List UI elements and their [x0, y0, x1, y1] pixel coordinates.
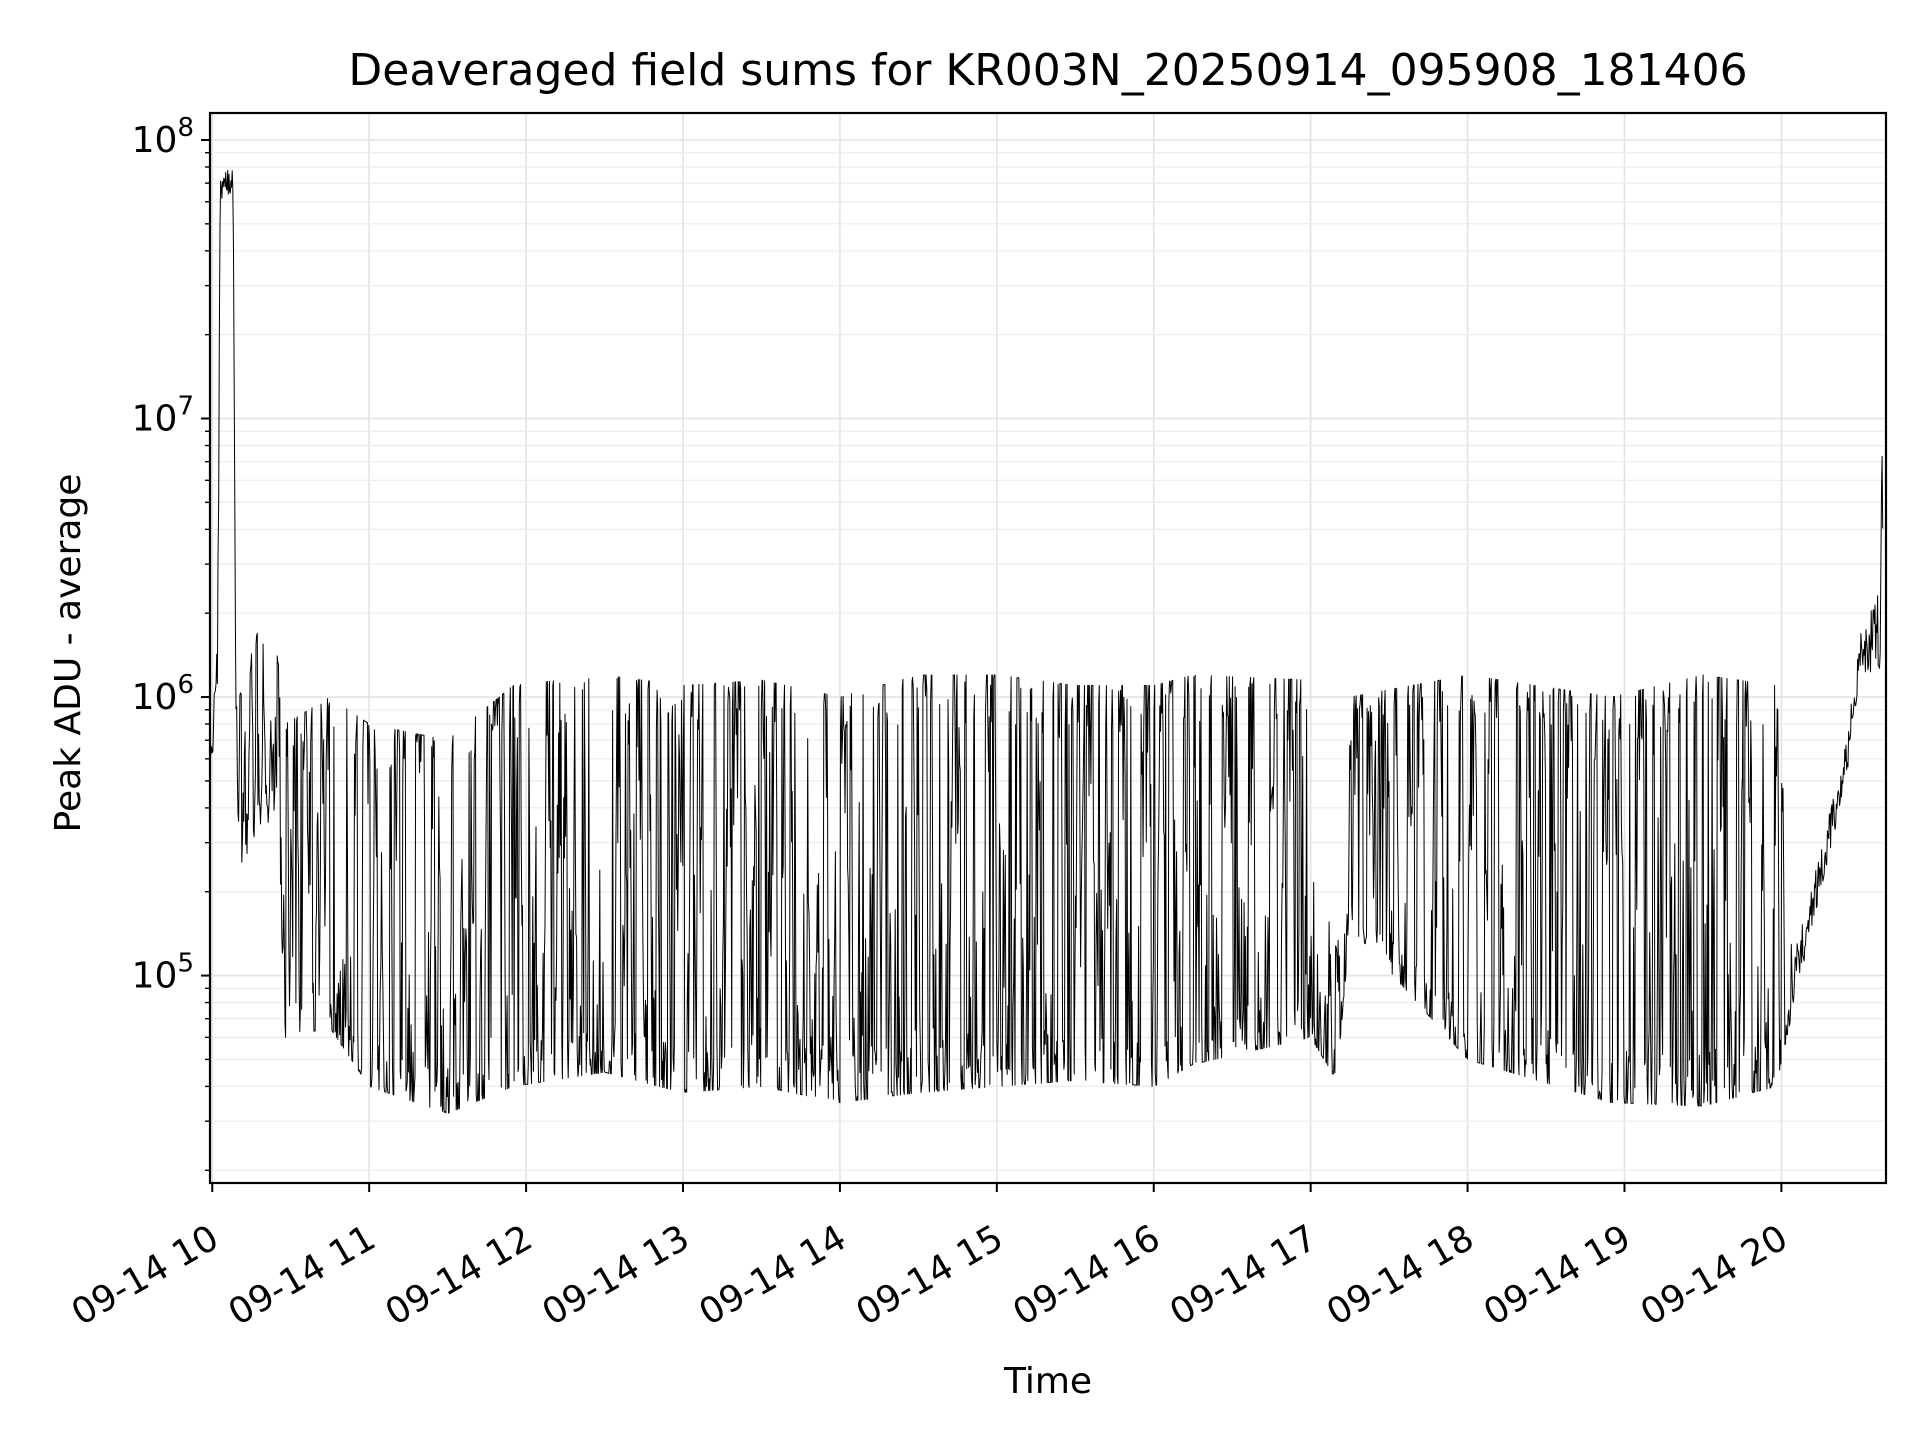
series-layer — [209, 170, 1884, 1114]
grid — [210, 113, 1886, 1183]
y-tick-label: 105 — [132, 949, 194, 997]
series-line — [209, 170, 1884, 1114]
y-tick-label: 108 — [132, 113, 194, 161]
y-tick-exponent: 7 — [177, 392, 194, 422]
y-axis-label: Peak ADU - average — [48, 474, 89, 833]
y-tick-base: 10 — [132, 956, 178, 997]
axes-frame — [208, 111, 1888, 1185]
y-tick-exponent: 5 — [177, 949, 194, 979]
y-tick-base: 10 — [132, 677, 178, 718]
chart-title: Deaveraged field sums for KR003N_2025091… — [348, 45, 1747, 96]
y-tick-exponent: 6 — [177, 670, 194, 700]
y-tick-label: 107 — [132, 392, 194, 440]
x-axis-label: Time — [1003, 1361, 1092, 1402]
y-tick-base: 10 — [132, 120, 178, 161]
y-tick-base: 10 — [132, 399, 178, 440]
y-tick-label: 106 — [132, 670, 194, 718]
y-tick-exponent: 8 — [177, 113, 194, 143]
